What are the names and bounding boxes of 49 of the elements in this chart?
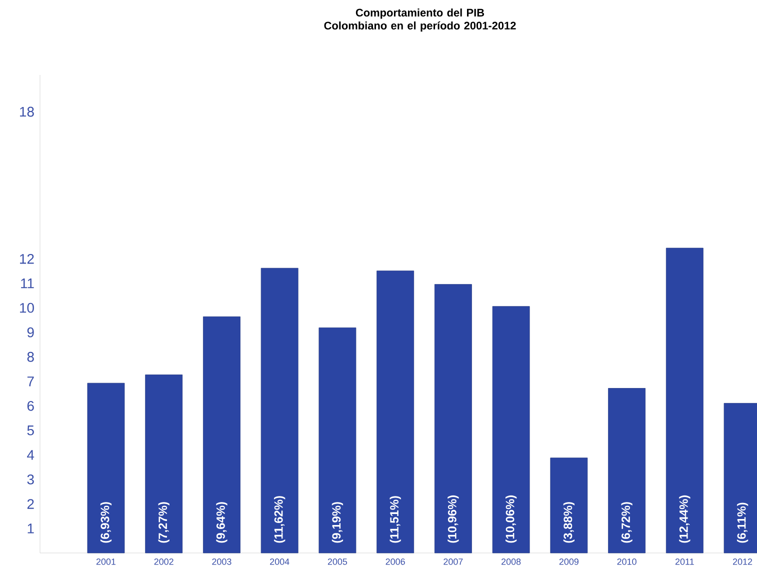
bar (203, 316, 240, 554)
y-tick-label: 2 (27, 499, 34, 509)
y-tick-label: 12 (20, 254, 34, 264)
data-label: (11,51%) (390, 496, 401, 543)
data-label: (3,88%) (563, 502, 575, 543)
data-label: (12,44%) (679, 495, 690, 543)
data-label: (6,11%) (736, 502, 748, 543)
bar (318, 328, 356, 554)
data-label: (10,06%) (506, 495, 517, 543)
data-label: (9,19%) (332, 502, 344, 543)
data-label: (10,96%) (448, 495, 459, 543)
x-tick-label: 2012 (733, 558, 752, 565)
y-tick-label: 7 (27, 376, 34, 386)
y-tick-label: 5 (27, 426, 34, 436)
chart-title: Comportamiento del PIB Colombiano en el período 2001-2012 (324, 8, 516, 32)
y-tick-label: 9 (27, 327, 34, 338)
bar (550, 458, 588, 554)
bar (434, 284, 472, 554)
data-label: (6,93%) (100, 502, 112, 543)
bar (492, 306, 530, 554)
x-tick-label: 2011 (675, 558, 694, 565)
y-tick-label: 10 (20, 302, 34, 313)
x-tick-label: 2007 (444, 558, 463, 565)
y-tick-label: 11 (21, 278, 34, 288)
data-label: (11,62%) (274, 496, 286, 543)
data-label: (6,72%) (621, 502, 632, 543)
bar (145, 374, 183, 554)
y-tick-label: 6 (27, 400, 34, 411)
x-tick-label: 2009 (559, 558, 578, 565)
data-label: (9,64%) (216, 502, 228, 543)
x-tick-label: 2008 (502, 558, 521, 565)
x-tick-label: 2003 (212, 558, 232, 565)
x-tick-label: 2006 (386, 558, 405, 565)
x-tick-label: 2010 (617, 558, 636, 565)
bar (376, 270, 414, 554)
x-tick-label: 2001 (96, 558, 116, 565)
x-tick-label: 2002 (154, 558, 174, 565)
data-label: (7,27%) (158, 502, 170, 543)
y-tick-label: 1 (28, 524, 34, 534)
x-tick-label: 2004 (270, 558, 290, 565)
y-tick-label: 8 (27, 352, 34, 362)
bar (87, 382, 125, 554)
y-tick-label: 3 (27, 474, 34, 484)
y-tick-label: 4 (27, 450, 34, 460)
bar (666, 248, 704, 554)
x-tick-label: 2005 (328, 558, 348, 565)
y-tick-label: 18 (20, 106, 34, 117)
bar (260, 268, 298, 554)
bar (608, 388, 646, 554)
